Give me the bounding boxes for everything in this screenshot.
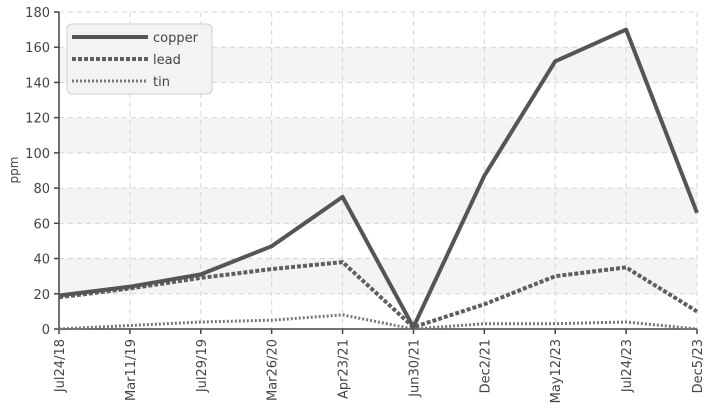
y-tick-label: 60: [33, 217, 50, 232]
y-tick-label: 20: [33, 288, 50, 303]
y-tick-label: 160: [25, 41, 50, 56]
x-tick-labels: Jul24/18 Mar11/19 Jul29/19 Mar26/20 Apr23/21…: [53, 339, 706, 403]
legend-label-lead: lead: [153, 53, 181, 68]
x-tick-label: Mar11/19: [124, 339, 139, 401]
x-tick-label: Jul29/19: [195, 339, 210, 393]
legend-label-tin: tin: [153, 75, 170, 90]
series-line-lead: [58, 260, 699, 330]
x-tick-label: Apr23/21: [337, 339, 352, 399]
y-tick-label: 100: [25, 147, 50, 162]
x-tick-label: Jul24/23: [620, 339, 635, 393]
y-axis-label: ppm: [7, 157, 21, 184]
y-tick-label: 0: [42, 323, 50, 338]
series-lines: [58, 27, 699, 331]
series-line-copper: [58, 27, 699, 330]
y-tick-label: 120: [25, 112, 50, 127]
y-tick-labels: 0 20 40 60 80 100 120 140 160 180: [25, 6, 50, 338]
legend: copper lead tin: [66, 23, 213, 95]
background-band: [59, 188, 697, 224]
x-tick-label: May12/23: [549, 339, 564, 403]
y-tick-label: 80: [33, 182, 50, 197]
x-tick-label: Dec2/21: [478, 339, 493, 393]
x-tick-label: Dec5/23: [691, 339, 706, 393]
y-tick-label: 180: [25, 6, 50, 21]
y-tick-label: 140: [25, 76, 50, 91]
series-line-tin: [58, 313, 698, 331]
x-tick-label: Jul24/18: [53, 339, 68, 393]
background-band: [59, 117, 697, 153]
axes: [54, 11, 698, 334]
legend-label-copper: copper: [153, 31, 199, 46]
y-tick-label: 40: [33, 253, 50, 268]
x-tick-label: Jun30/21: [407, 339, 422, 398]
x-tick-label: Mar26/20: [266, 339, 281, 401]
